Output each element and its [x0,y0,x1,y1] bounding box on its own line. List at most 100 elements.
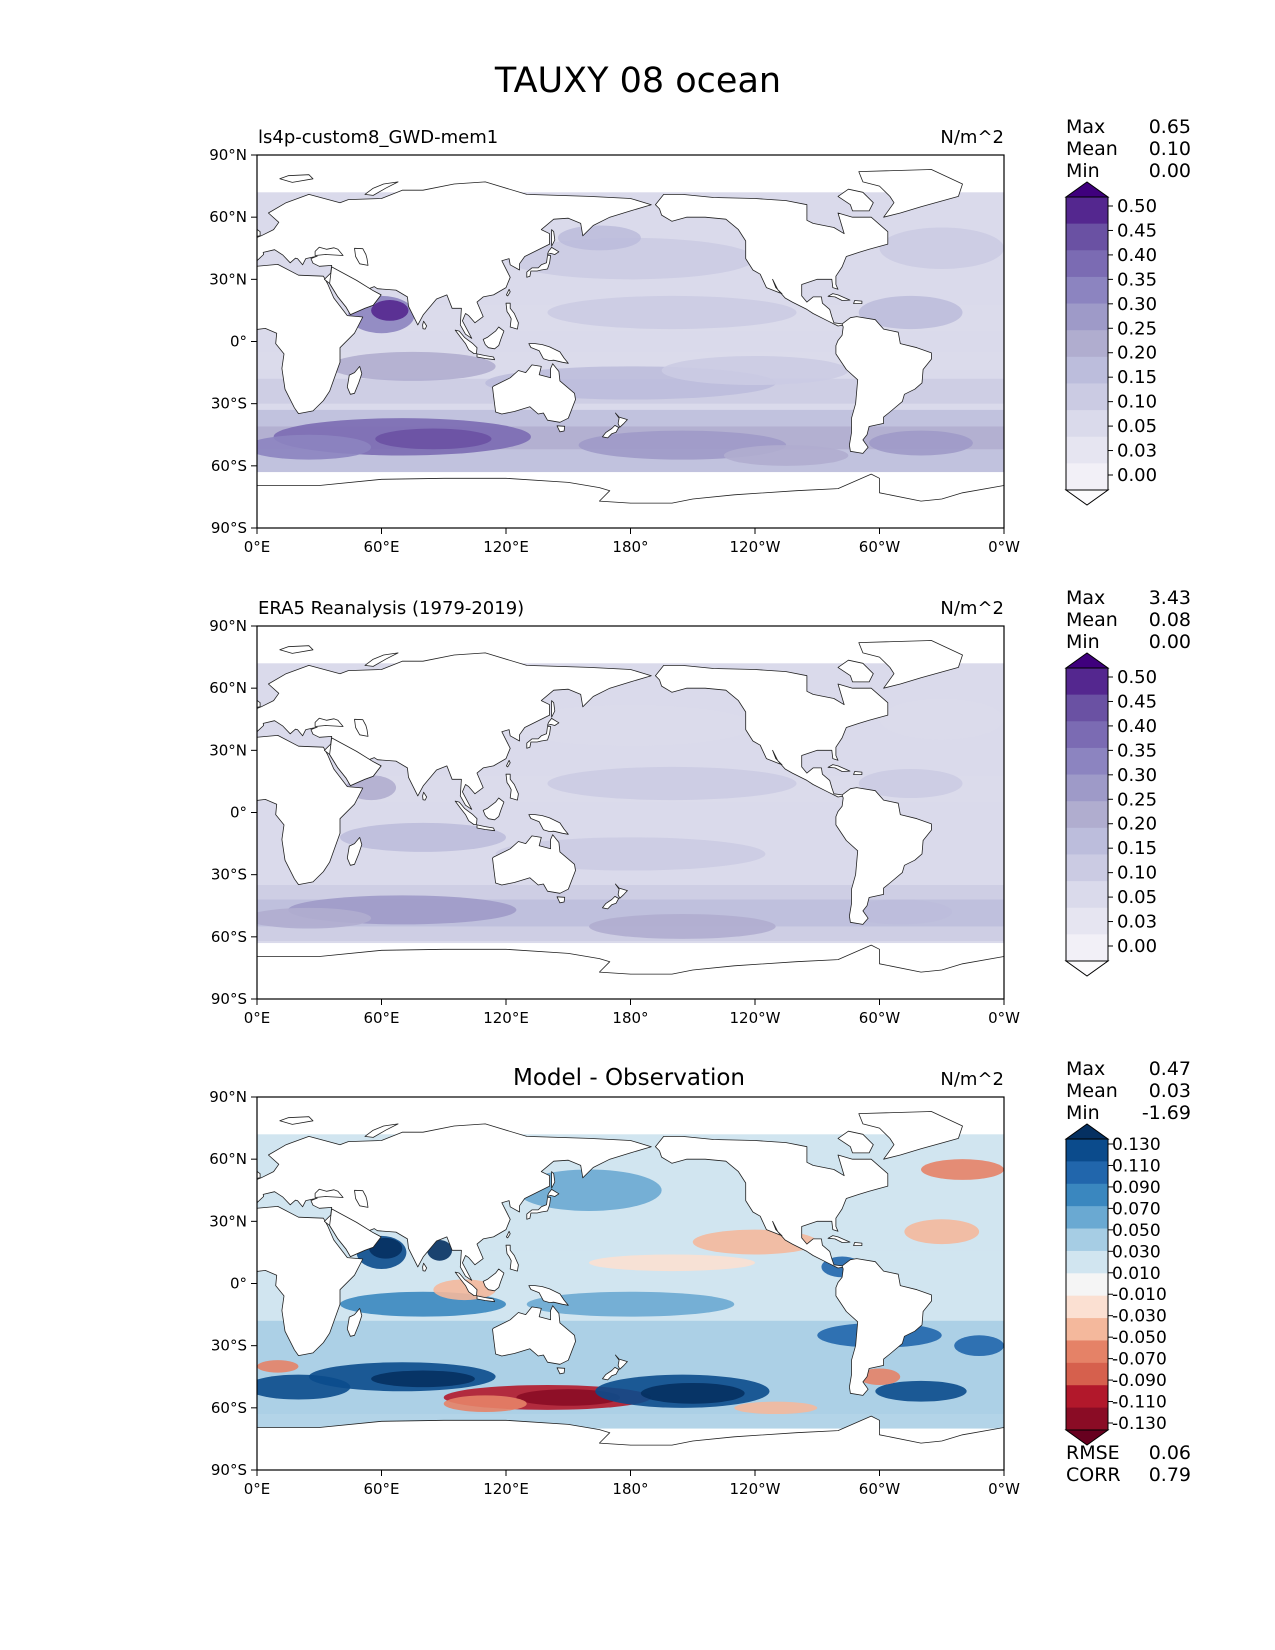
colorbar-segment [1066,1139,1108,1162]
colorbar: 0.50 0.45 0.40 0.35 0.30 0.25 0.20 0.15 0.10 0.05… [1064,181,1157,506]
colorbar-level-label: 0.00 [1117,936,1157,957]
stat-value: 0.10 [1149,138,1191,160]
panel-model: ls4p-custom8_GWD-mem1 N/m^2 90°N 60°N 30°N 0°… [209,116,1191,556]
colorbar-extend-max [1064,1123,1110,1140]
land-arabia_fill [329,266,382,315]
panel-title: Model - Observation [513,1065,745,1091]
colorbar-segment [1066,410,1108,438]
lat-tick-label: 0° [230,1275,247,1293]
field-contour [340,822,506,852]
panel-diff: Model - Observation N/m^2 90°N 60°N 30°N 0° 30… [209,1058,1191,1498]
colorbar-segment [1066,1228,1108,1252]
colorbar-segment [1066,1295,1108,1319]
lon-tick-label: 120°E [483,1480,529,1498]
colorbar-segment [1066,436,1108,464]
colorbar-frame [1065,196,1109,491]
land-hokkaido [547,1189,560,1197]
colorbar-level-label: -0.030 [1112,1307,1167,1327]
land-sakhalin [551,1171,556,1189]
stat-value: 0.79 [1149,1464,1191,1486]
field-contour [506,237,755,280]
land-baffin [837,1130,874,1154]
colorbar-level-label: 0.45 [1117,220,1157,241]
field-contour [869,430,973,456]
units-label: N/m^2 [940,1069,1004,1090]
colorbar-extend-max [1064,181,1110,198]
lat-tick-label: 30°S [211,1337,247,1355]
stat-value: 0.03 [1149,1080,1191,1102]
colorbar-segment [1066,801,1108,829]
land-novaya [364,652,399,667]
colorbar-frame [1065,1138,1109,1431]
stat-value: -1.69 [1142,1102,1191,1124]
land-australia [492,1305,576,1365]
colorbar-level-label: 0.50 [1117,667,1157,688]
land-java [476,824,495,832]
colorbar-level-label: 0.050 [1112,1221,1161,1241]
colorbar-segment [1066,1340,1108,1364]
land-s_america [835,1258,932,1396]
colorbar-level-label: 0.30 [1117,765,1157,786]
lon-tick-label: 0°W [988,1009,1020,1027]
colorbar-level-label: 0.15 [1117,838,1157,859]
land-greenland [858,169,963,218]
colorbar-segment [1066,276,1108,305]
lon-tick-label: 60°E [363,1009,399,1027]
colorbar-segment [1066,1206,1108,1230]
field-contour [848,899,953,925]
stat-label: Max [1066,587,1105,609]
colorbar-segment [1066,1385,1108,1409]
land-australia [492,363,576,423]
lat-tick-label: 90°S [211,519,247,537]
colorbar-segment [1066,223,1108,251]
land-blacksea [314,1188,344,1198]
colorbar-level-label: 0.130 [1112,1135,1161,1155]
colorbar-level-label: 0.010 [1112,1264,1161,1284]
land-tasmania [556,425,566,433]
lon-tick-label: 60°W [859,538,901,556]
land-sumatra [454,329,478,354]
stat-label: Min [1066,631,1100,653]
field-contour [875,1380,967,1402]
stat-value: 0.00 [1149,160,1191,182]
colorbar-level-label: 0.35 [1117,740,1157,761]
land-philippines [505,1244,519,1272]
field-contour [858,768,963,798]
lon-tick-label: 120°W [730,1480,781,1498]
land-borneo [482,797,505,821]
colorbar-level-label: -0.090 [1112,1371,1167,1391]
lon-tick-label: 60°W [859,1009,901,1027]
field-contour [858,295,963,330]
land-philippines [505,773,519,801]
land-s_america [835,316,932,454]
land-nz_south [602,1367,620,1381]
land-arabia_fill [329,1208,382,1257]
map-area: 90°N 60°N 30°N 0° 30°S 60°S 90°S0°E 60°E 120°E 18… [209,1088,1020,1498]
land-n_america [655,665,889,798]
field-contour [329,351,496,381]
land-n_america [655,194,889,327]
colorbar-level-label: 0.15 [1117,367,1157,388]
lat-tick-label: 60°N [209,1150,247,1168]
colorbar-segment [1066,721,1108,749]
colorbar-segment [1066,356,1108,384]
field-contour [375,428,492,450]
land-java [476,353,495,361]
land-svalbard [279,1116,314,1125]
lon-tick-label: 60°E [363,1480,399,1498]
lon-tick-label: 120°E [483,1009,529,1027]
lon-tick-label: 180° [612,538,648,556]
colorbar-segment [1066,463,1108,491]
colorbar-segment [1066,383,1108,411]
lat-tick-label: 0° [230,804,247,822]
colorbar-frame [1065,667,1109,962]
colorbar-segment [1066,907,1108,935]
colorbar-segment [1066,197,1108,225]
land-britain [257,699,261,708]
land-cuba [827,764,851,772]
land-baffin [837,659,874,683]
land-sumatra [454,1271,478,1296]
colorbar-segment [1066,1273,1108,1297]
colorbar-level-label: 0.40 [1117,245,1157,266]
colorbar-segment [1066,1250,1108,1274]
